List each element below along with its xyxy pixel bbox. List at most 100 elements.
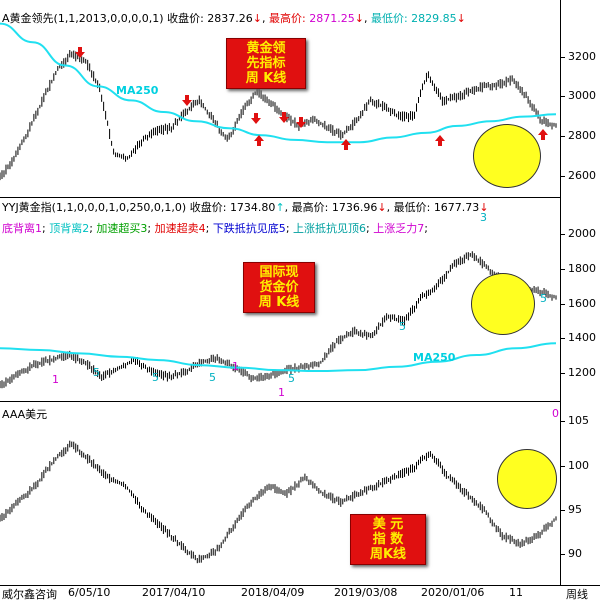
price-axis-line: [560, 0, 561, 585]
top-close-label: 收盘价:: [167, 12, 204, 25]
x-tick-label: 2018/04/09: [241, 586, 305, 599]
marker-one: 1: [232, 360, 239, 373]
mid-ma-label: MA250: [413, 351, 456, 364]
sell-arrow-icon: [75, 47, 85, 58]
top-low-value: 2829.85: [411, 12, 457, 25]
top-chart: [0, 22, 557, 181]
bot-ytick-mark: [560, 554, 565, 555]
bot-zoom-circle: [497, 449, 557, 509]
mid-ytick-mark: [560, 269, 565, 270]
buy-arrow-icon: [254, 135, 264, 146]
marker-five: 5: [152, 371, 159, 384]
mid-ytick: 2000: [568, 227, 596, 240]
bot-badge: 美 元 指 数 周K线: [350, 514, 426, 565]
mid-ytick: 1200: [568, 366, 596, 379]
mid-chart: [0, 251, 557, 389]
mid-ytick: 1800: [568, 262, 596, 275]
mid-ytick-mark: [560, 373, 565, 374]
mid-high-label: 最高价:: [291, 201, 329, 214]
bot-corner-zero: 0: [552, 407, 559, 420]
mid-header: YYJ黄金指(1,1,0,0,0,1,0,250,0,1,0) 收盘价: 173…: [2, 201, 489, 214]
mid-high-arrow: ↓: [377, 201, 387, 214]
mid-ytick: 1600: [568, 297, 596, 310]
top-close-arrow: ↓: [252, 12, 263, 25]
bot-chart: [0, 440, 557, 564]
bot-indicator-name: AAA美元: [2, 408, 48, 421]
top-ytick-mark: [560, 96, 565, 97]
top-ma-label: MA250: [116, 84, 159, 97]
top-ytick-mark: [560, 176, 565, 177]
footer-axis: 威尔鑫咨询 6/05/10 2017/04/10 2018/04/09 2019…: [0, 585, 600, 600]
source-label: 威尔鑫咨询: [2, 588, 57, 600]
sell-arrow-icon: [279, 112, 289, 123]
sell-arrow-icon: [182, 95, 192, 106]
x-tick-label: 2019/03/08: [334, 586, 398, 599]
bot-header: AAA美元: [2, 406, 47, 422]
mid-ytick-mark: [560, 234, 565, 235]
top-ytick: 2800: [568, 129, 596, 142]
bot-ytick: 90: [568, 547, 582, 560]
mid-indicator-name: YYJ黄金指(1,1,0,0,0,1,0,250,0,1,0): [2, 201, 187, 214]
top-ytick: 2600: [568, 169, 596, 182]
buy-arrow-icon: [435, 135, 445, 146]
top-indicator-name: A黄金领先(1,1,2013,0,0,0,0,1): [2, 12, 164, 25]
legend-item: 下跌抵抗见底5: [212, 222, 286, 235]
bot-ytick: 95: [568, 503, 582, 516]
sell-arrow-icon: [251, 113, 261, 124]
mid-badge: 国际现 货金价 周 K线: [243, 262, 315, 313]
sell-arrow-icon: [296, 117, 306, 128]
marker-three: 3: [480, 211, 487, 224]
marker-one: 1: [52, 373, 59, 386]
legend-item: 上涨乏力7: [373, 222, 425, 235]
mid-close-arrow: ↑: [275, 201, 285, 214]
bot-ytick-mark: [560, 466, 565, 467]
bot-ytick: 105: [568, 414, 589, 427]
top-header: A黄金领先(1,1,2013,0,0,0,0,1) 收盘价: 2837.26↓,…: [2, 12, 466, 25]
marker-five: 5: [93, 366, 100, 379]
panel-separator: [0, 401, 560, 402]
legend-item: 加速超买3: [96, 222, 148, 235]
price-series: [0, 50, 557, 181]
ma250-line: [0, 22, 557, 144]
top-zoom-circle: [473, 124, 541, 188]
top-high-label: 最高价:: [269, 12, 306, 25]
panel-separator: [0, 197, 560, 198]
bot-ytick: 100: [568, 459, 589, 472]
x-tick-label: 2020/01/06: [421, 586, 485, 599]
buy-arrow-icon: [341, 139, 351, 150]
bot-ytick-mark: [560, 421, 565, 422]
marker-five: 5: [209, 371, 216, 384]
marker-five: 5: [399, 320, 406, 333]
mid-low-arrow: ↓: [479, 201, 489, 214]
mid-low-value: 1677.73: [433, 201, 480, 214]
top-close-value: 2837.26: [207, 12, 253, 25]
marker-one: 1: [278, 386, 285, 399]
ma250-line: [0, 342, 557, 372]
top-ytick-mark: [560, 57, 565, 58]
top-low-arrow: ↓: [456, 12, 466, 25]
price-series: [0, 440, 557, 564]
x-tick-label: 11: [509, 586, 523, 599]
legend-item: 底背离1: [2, 222, 42, 235]
top-ytick-mark: [560, 136, 565, 137]
marker-five: 5: [288, 372, 295, 385]
legend-item: 上涨抵抗见顶6: [293, 222, 367, 235]
mid-high-value: 1736.96: [331, 201, 378, 214]
mid-ytick-mark: [560, 338, 565, 339]
marker-five: 5: [540, 292, 547, 305]
mid-ytick: 1400: [568, 331, 596, 344]
mid-ytick-mark: [560, 304, 565, 305]
top-high-value: 2871.25: [309, 12, 355, 25]
top-ytick: 3000: [568, 89, 596, 102]
mid-legend: 底背离1; 顶背离2; 加速超买3; 加速超卖4; 下跌抵抗见底5; 上涨抵抗见…: [2, 222, 428, 235]
top-high-arrow: ↓: [354, 12, 364, 25]
x-tick-label: 6/05/10: [68, 586, 111, 599]
top-ytick: 3200: [568, 50, 596, 63]
top-badge: 黄金领 先指标 周 K线: [226, 38, 306, 89]
period-label: 周线: [566, 588, 588, 600]
mid-zoom-circle: [471, 273, 535, 335]
top-low-label: 最低价:: [370, 12, 408, 25]
legend-item: 加速超卖4: [154, 222, 206, 235]
mid-close-label: 收盘价:: [189, 201, 227, 214]
